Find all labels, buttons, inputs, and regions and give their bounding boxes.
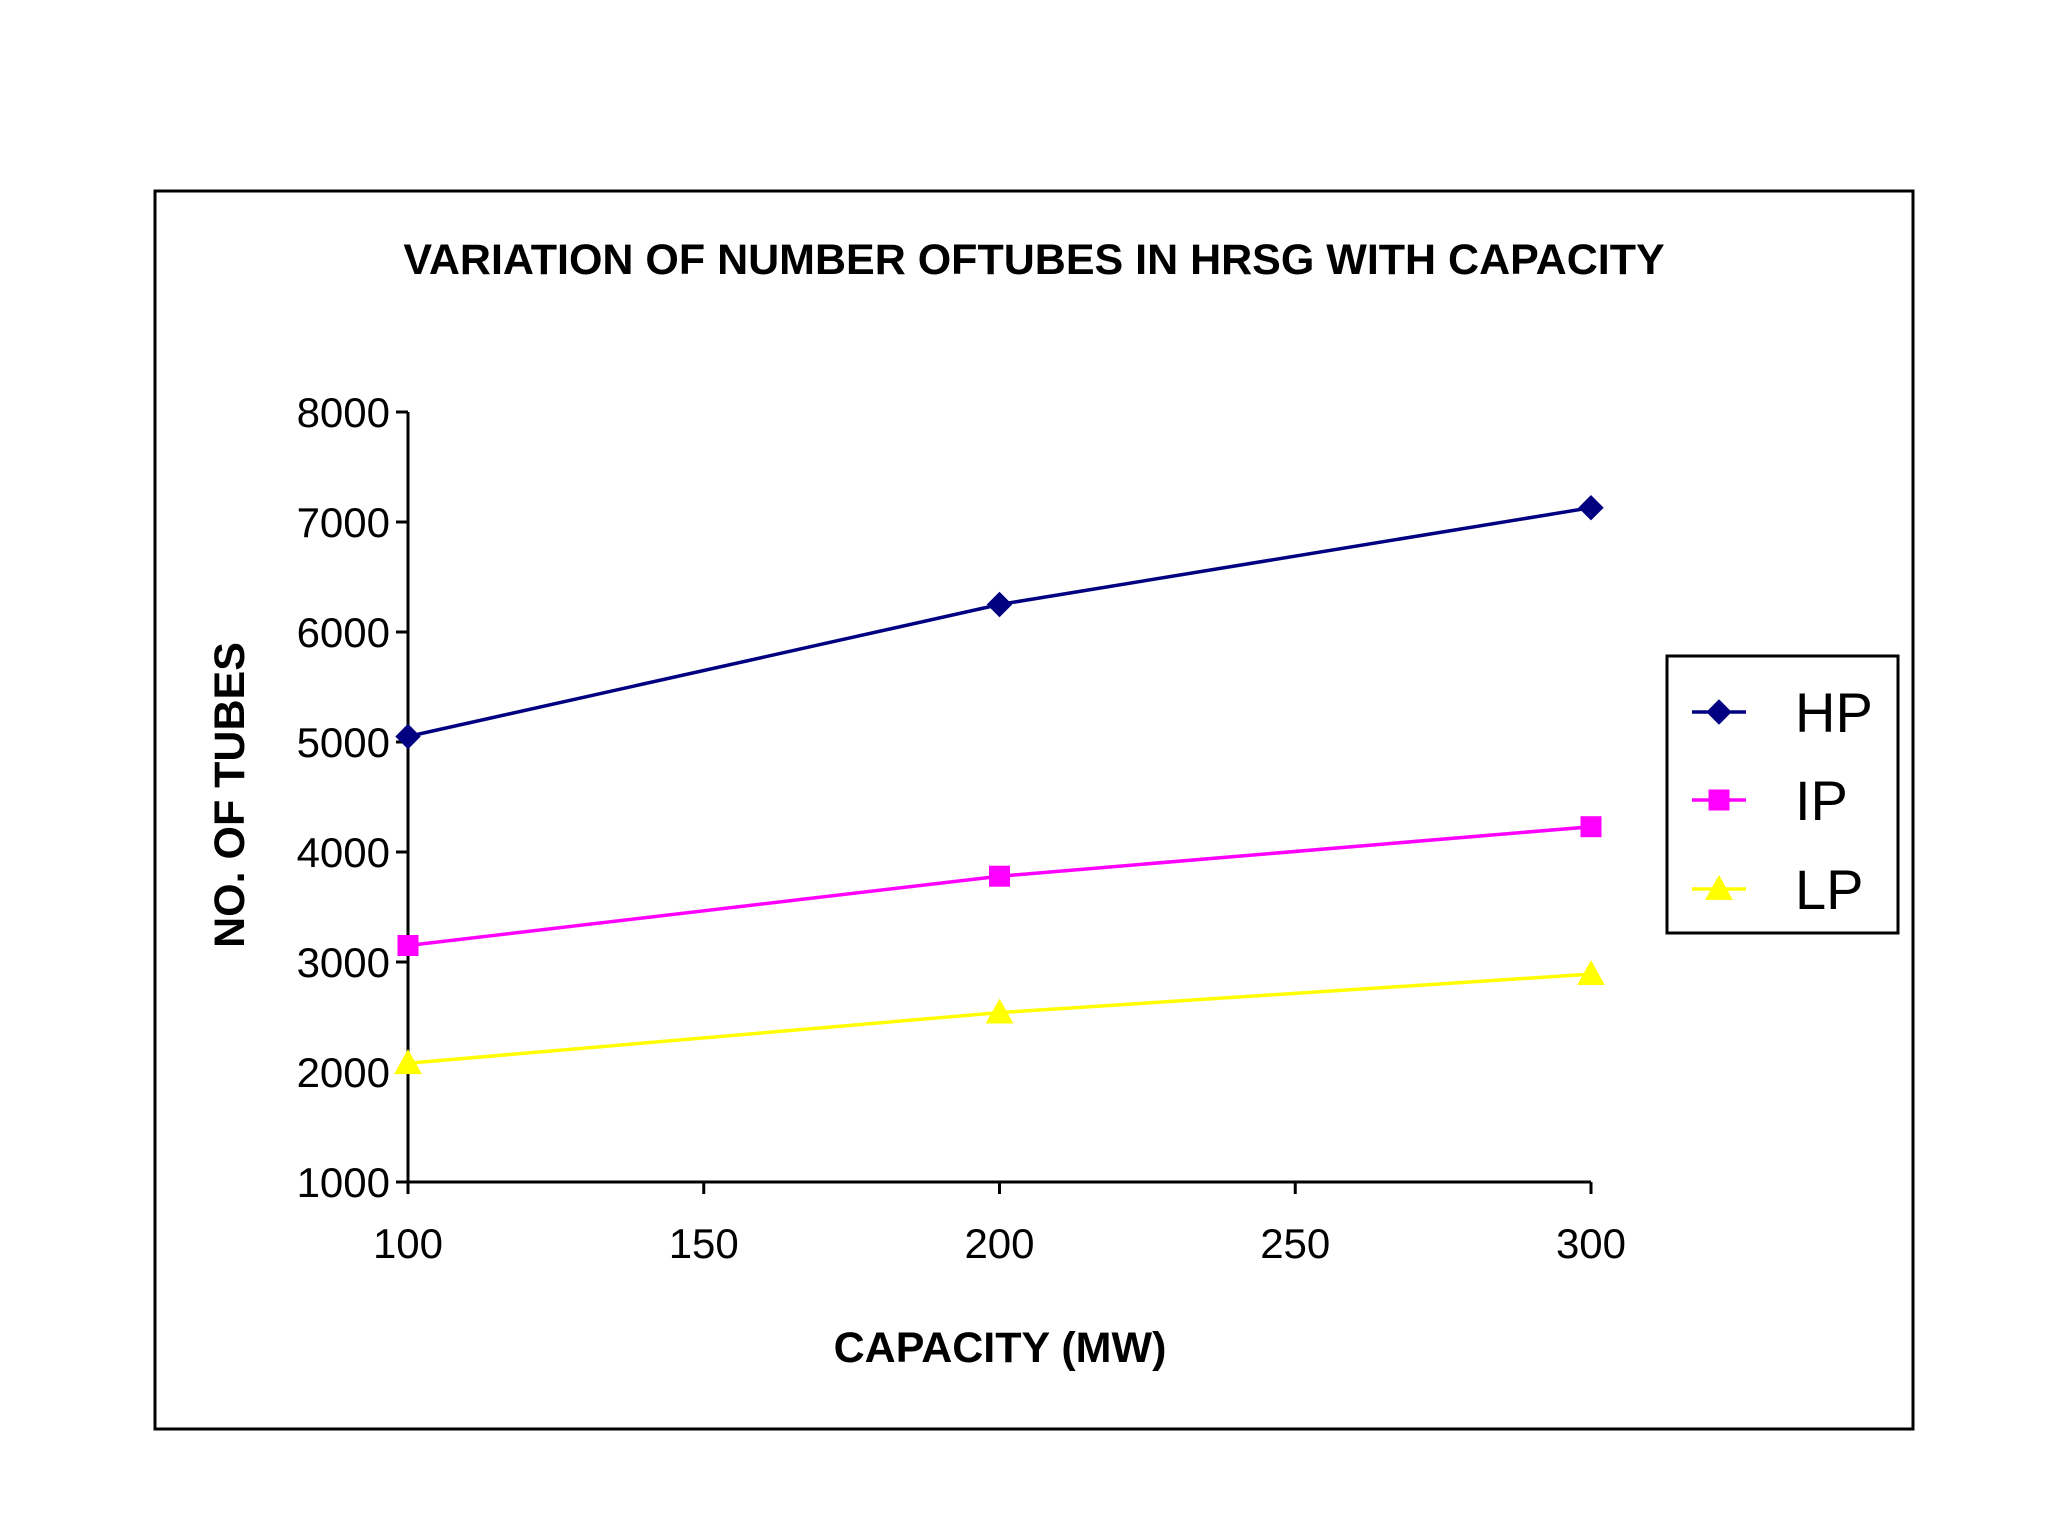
x-tick-label: 200 [964,1220,1034,1267]
data-point-ip [1580,816,1602,838]
legend-marker-ip [1708,789,1730,811]
data-point-lp [1577,960,1605,985]
series-group [394,494,1605,1075]
y-tick-label: 5000 [297,719,390,766]
x-tick-label: 150 [669,1220,739,1267]
plot-area: 1000 2000 3000 4000 5000 6000 7000 8000 100 150 2… [297,389,1626,1267]
legend-item-hp: HP [1692,681,1873,744]
data-point-hp [395,723,421,750]
x-tick-label: 100 [373,1220,443,1267]
data-point-lp [985,998,1014,1024]
y-tick-label: 3000 [297,939,390,986]
y-tick-label: 7000 [297,499,390,546]
series-hp [395,494,1604,750]
x-tick-label: 300 [1556,1220,1626,1267]
legend-marker-lp [1705,874,1733,900]
legend-label-ip: IP [1795,769,1848,832]
x-ticks: 100 150 200 250 300 [373,1182,1626,1267]
legend-label-hp: HP [1795,681,1873,744]
legend: HP IP LP [1665,654,1900,935]
y-ticks: 1000 2000 3000 4000 5000 6000 7000 8000 [297,389,408,1206]
series-ip [397,816,1602,956]
legend-label-lp: LP [1795,858,1864,921]
y-tick-label: 1000 [297,1159,390,1206]
series-lp [394,960,1605,1075]
data-point-lp [394,1049,422,1075]
legend-items: HP IP LP [1692,681,1873,921]
data-point-hp [1578,494,1604,521]
chart-frame [153,189,1915,1431]
x-axis-title: CAPACITY (MW) [834,1324,1167,1372]
chart-title: VARIATION OF NUMBER OFTUBES IN HRSG WITH… [403,236,1664,284]
legend-item-lp: LP [1692,858,1864,921]
y-tick-label: 6000 [297,609,390,656]
data-point-ip [397,935,419,956]
legend-box [1665,654,1900,935]
y-tick-label: 4000 [297,829,390,876]
data-point-ip [989,865,1010,887]
y-tick-label: 2000 [297,1049,390,1096]
y-axis-title: NO. OF TUBES [206,642,254,948]
y-tick-label: 8000 [297,389,390,436]
data-point-hp [986,591,1013,618]
legend-marker-hp [1706,699,1732,725]
x-tick-label: 250 [1260,1220,1330,1267]
legend-item-ip: IP [1692,769,1848,832]
